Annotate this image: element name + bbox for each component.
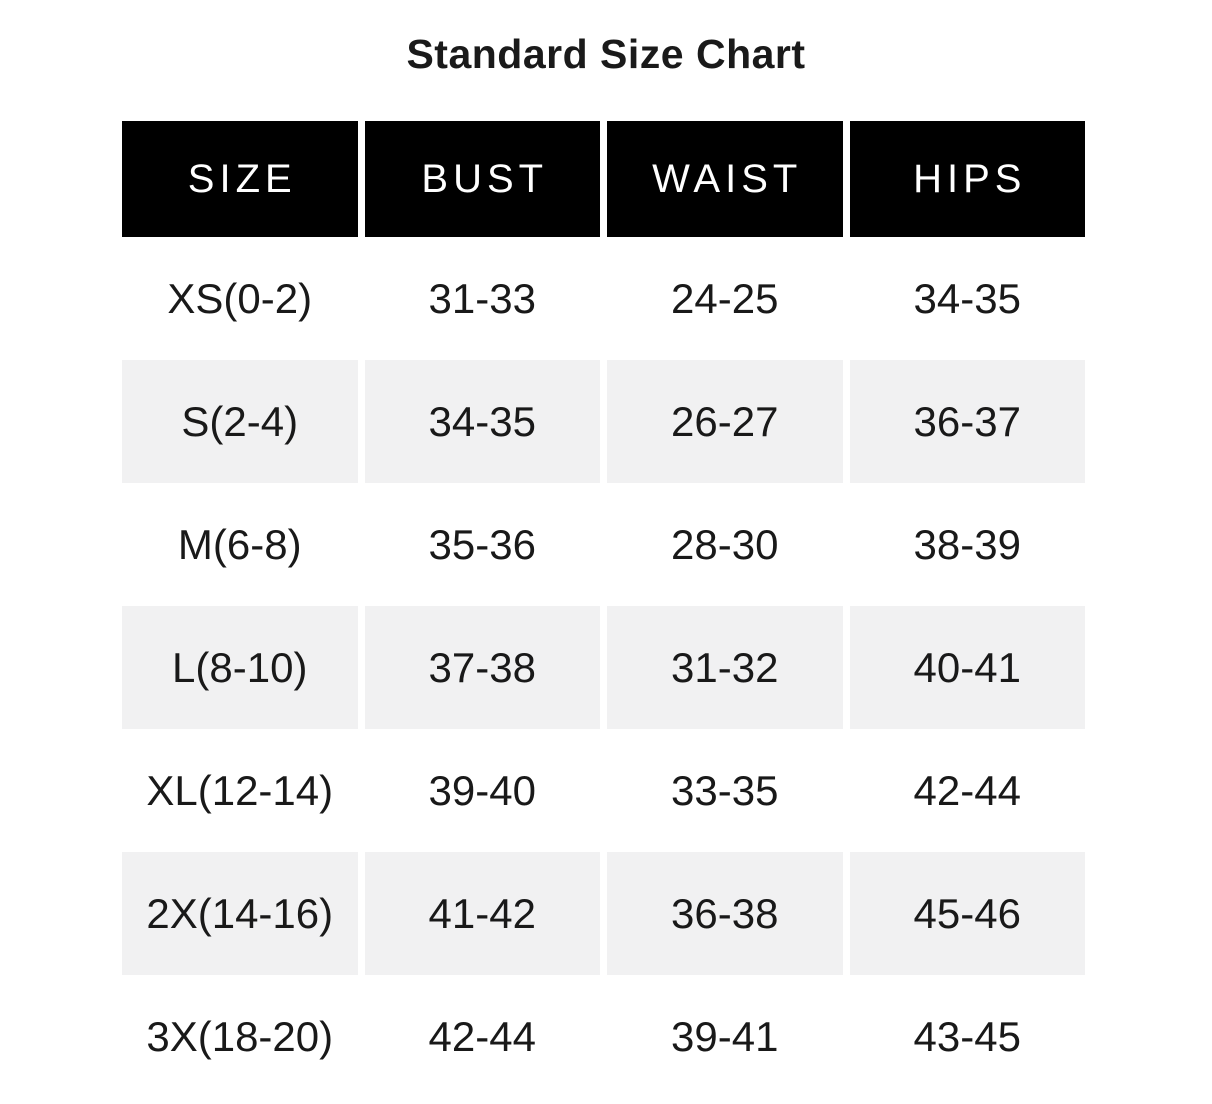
size-cell: 2X(14-16) (122, 852, 358, 976)
waist-cell: 33-35 (671, 766, 779, 814)
hips-cell: 38-39 (913, 520, 1021, 568)
hips-cell: 40-41 (849, 606, 1085, 730)
size-cell: M(6-8) (177, 520, 302, 568)
bust-cell: 35-36 (428, 520, 536, 568)
bust-cell: 39-40 (428, 766, 536, 814)
waist-cell: 24-25 (671, 274, 779, 322)
bust-cell: 37-38 (364, 606, 600, 730)
hips-cell: 34-35 (913, 274, 1021, 322)
bust-cell: 31-33 (428, 274, 536, 322)
bust-cell: 41-42 (364, 852, 600, 976)
waist-cell: 39-41 (671, 1012, 779, 1060)
waist-cell: 36-38 (607, 852, 843, 976)
bust-cell: 34-35 (364, 360, 600, 484)
size-cell: 3X(18-20) (146, 1012, 334, 1060)
size-chart-table: SIZE BUST WAIST HIPS XS(0-2) 31-33 24-25… (122, 121, 1085, 1098)
page-title: Standard Size Chart (406, 31, 806, 77)
hips-cell: 42-44 (913, 766, 1021, 814)
size-cell: XL(12-14) (146, 766, 334, 814)
hips-cell: 36-37 (849, 360, 1085, 484)
waist-cell: 31-32 (607, 606, 843, 730)
column-header-bust: BUST (364, 121, 600, 238)
hips-cell: 45-46 (849, 852, 1085, 976)
waist-cell: 28-30 (671, 520, 779, 568)
size-cell: L(8-10) (122, 606, 358, 730)
bust-cell: 42-44 (428, 1012, 536, 1060)
column-header-waist: WAIST (607, 121, 843, 238)
waist-cell: 26-27 (607, 360, 843, 484)
hips-cell: 43-45 (913, 1012, 1021, 1060)
column-header-hips: HIPS (849, 121, 1085, 238)
size-cell: XS(0-2) (167, 274, 313, 322)
size-cell: S(2-4) (122, 360, 358, 484)
column-header-size: SIZE (122, 121, 358, 238)
